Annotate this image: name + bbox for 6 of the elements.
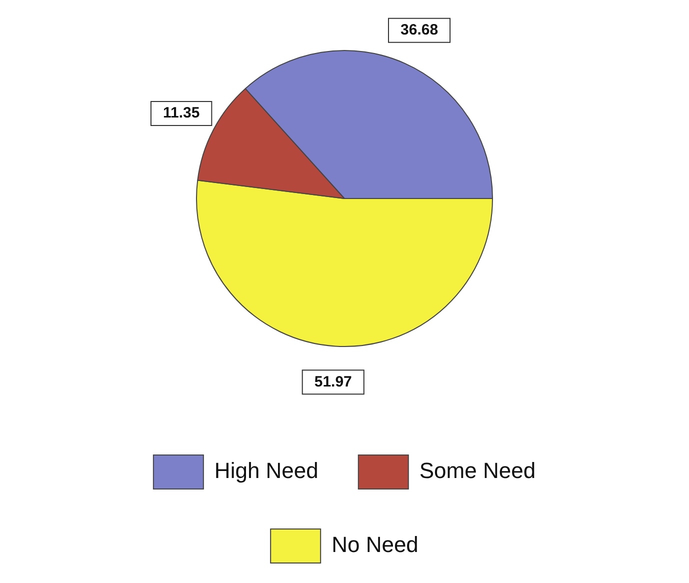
data-label: 36.68 bbox=[400, 22, 438, 39]
data-label: 51.97 bbox=[314, 373, 352, 390]
legend-label: No Need bbox=[332, 532, 418, 558]
data-label: 11.35 bbox=[162, 104, 200, 122]
legend-label: Some Need bbox=[419, 458, 536, 484]
legend-label: High Need bbox=[214, 458, 318, 484]
